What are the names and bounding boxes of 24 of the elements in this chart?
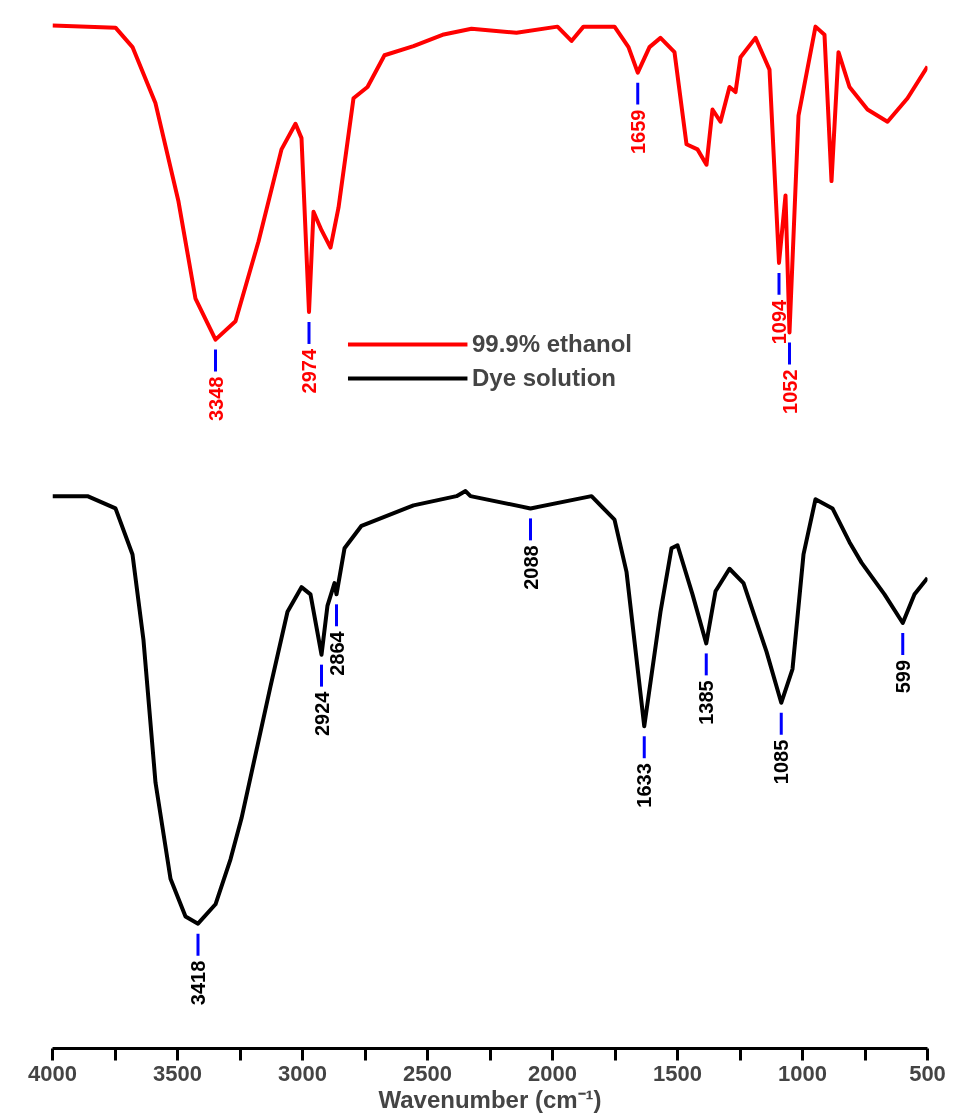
- annotation: 2864: [325, 630, 348, 676]
- x-tick-label: 3000: [278, 1060, 327, 1086]
- annotation: 1633: [633, 763, 656, 808]
- annotation: 1052: [778, 369, 801, 414]
- x-tick-label: 500: [909, 1060, 946, 1086]
- x-tick-label: 3500: [153, 1060, 202, 1086]
- x-tick-label: 4000: [28, 1060, 77, 1086]
- legend-label: 99.9% ethanol: [471, 330, 633, 358]
- annotation: 2088: [519, 545, 542, 590]
- annotation: 2924: [310, 690, 333, 737]
- annotation: 3348: [204, 376, 227, 422]
- annotation: 1094: [768, 298, 790, 345]
- annotation: 3418: [187, 960, 209, 1006]
- x-tick-label: 1500: [653, 1060, 702, 1086]
- x-tick-label: 2000: [528, 1060, 577, 1086]
- x-tick-label: 1000: [778, 1060, 827, 1086]
- annotation: 1385: [695, 680, 718, 725]
- x-axis-title: Wavenumber (cm⁻¹): [378, 1085, 602, 1113]
- annotation: 1085: [770, 739, 793, 785]
- annotation: 599: [891, 659, 914, 694]
- annotation: 1659: [626, 109, 649, 155]
- annotation: 2974: [298, 348, 320, 394]
- legend-label: Dye solution: [471, 364, 616, 392]
- x-tick-label: 2500: [403, 1060, 452, 1086]
